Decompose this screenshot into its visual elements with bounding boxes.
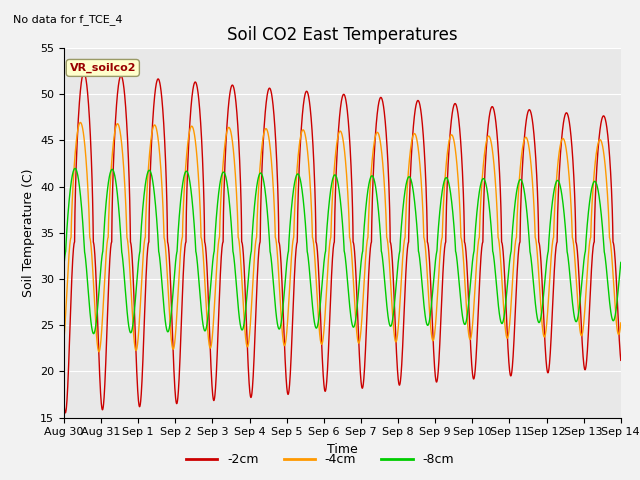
Legend: -2cm, -4cm, -8cm: -2cm, -4cm, -8cm bbox=[181, 448, 459, 471]
Text: VR_soilco2: VR_soilco2 bbox=[70, 63, 136, 73]
Y-axis label: Soil Temperature (C): Soil Temperature (C) bbox=[22, 168, 35, 297]
Text: No data for f_TCE_4: No data for f_TCE_4 bbox=[13, 14, 122, 25]
X-axis label: Time: Time bbox=[327, 443, 358, 456]
Title: Soil CO2 East Temperatures: Soil CO2 East Temperatures bbox=[227, 25, 458, 44]
